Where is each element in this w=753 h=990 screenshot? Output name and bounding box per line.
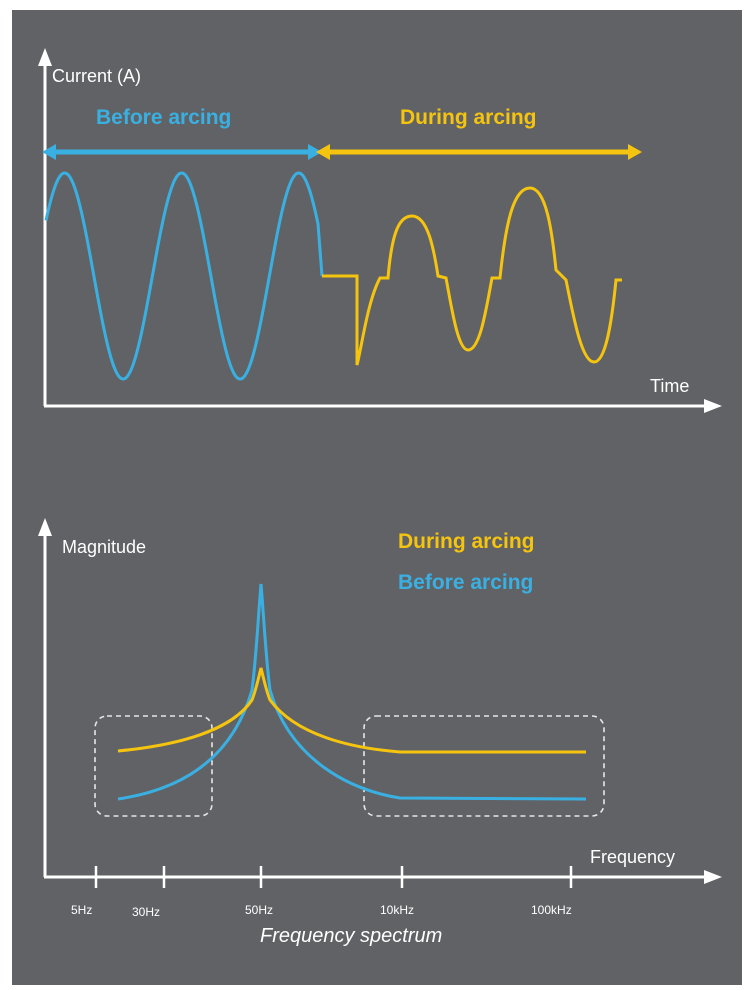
- before-span-right-head: [308, 144, 322, 160]
- tick-label-10khz: 10kHz: [380, 903, 414, 917]
- spectrum-y-arrow: [38, 518, 52, 536]
- time-x-axis-label: Time: [650, 376, 689, 396]
- low-frequency-highlight-box: [94, 715, 213, 817]
- legend-before-arcing: Before arcing: [398, 571, 533, 594]
- spectrum-y-axis-label: Magnitude: [62, 537, 146, 557]
- during-arcing-label: During arcing: [400, 106, 537, 129]
- during-span-right-head: [628, 144, 642, 160]
- tick-label-100khz: 100kHz: [531, 903, 572, 917]
- tick-label-5hz: 5Hz: [71, 903, 92, 917]
- before-arcing-waveform: [44, 171, 324, 381]
- before-arcing-spectrum: [117, 583, 587, 801]
- during-span-left-head: [316, 144, 330, 160]
- spectrum-plot: Magnitude Frequency During arcing Before…: [38, 518, 722, 947]
- time-x-arrow: [704, 399, 722, 413]
- spectrum-caption: Frequency spectrum: [260, 925, 442, 947]
- spectrum-x-axis-label: Frequency: [590, 847, 675, 867]
- time-y-arrow: [38, 48, 52, 66]
- during-arcing-spectrum: [117, 667, 586, 754]
- high-frequency-highlight-box: [363, 715, 605, 817]
- during-arcing-waveform: [322, 186, 622, 366]
- spectrum-x-arrow: [704, 870, 722, 884]
- legend-during-arcing: During arcing: [398, 530, 535, 553]
- tick-label-30hz: 30Hz: [132, 905, 160, 919]
- tick-label-50hz: 50Hz: [245, 903, 273, 917]
- before-span-left-head: [42, 144, 56, 160]
- time-plot: Current (A) Time Before arcing During ar…: [38, 48, 722, 413]
- time-y-axis-label: Current (A): [52, 66, 141, 86]
- before-arcing-label: Before arcing: [96, 106, 231, 129]
- diagram-panel: [12, 10, 742, 985]
